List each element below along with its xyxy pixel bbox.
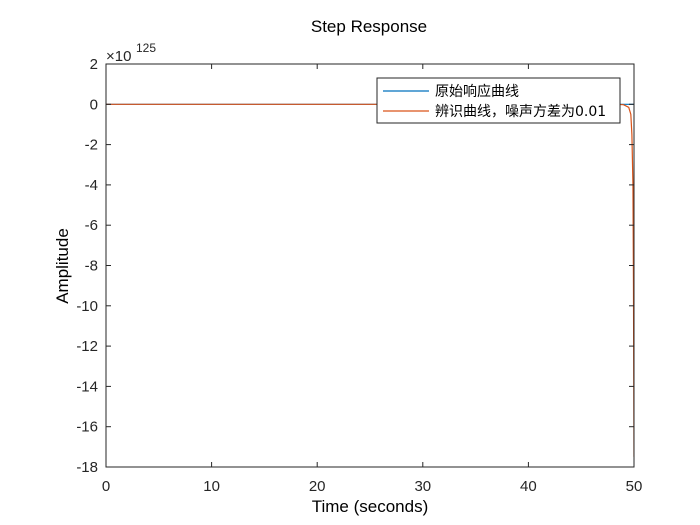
x-tick-label: 0: [102, 478, 110, 495]
x-tick-label: 50: [626, 478, 643, 495]
x-tick-label: 10: [203, 478, 220, 495]
chart-title: Step Response: [311, 17, 427, 36]
y-tick-label: -8: [85, 258, 98, 275]
y-tick-label: -12: [76, 338, 98, 355]
legend-label-1: 原始响应曲线: [435, 83, 519, 100]
x-axis-ticks: 0 10 20 30 40 50: [102, 64, 643, 495]
y-tick-label: -10: [76, 298, 98, 315]
legend-box: [376, 77, 621, 124]
y-axis-label: Amplitude: [53, 228, 72, 304]
x-axis-label: Time (seconds): [312, 497, 429, 516]
y-axis-ticks: 2 0 -2 -4 -6 -8 -10 -12 -14 -16 -18: [76, 56, 634, 476]
y-multiplier-base: ×10: [106, 48, 131, 65]
y-tick-label: 2: [90, 56, 98, 73]
y-tick-label: -2: [85, 137, 98, 154]
x-tick-label: 20: [309, 478, 326, 495]
legend-label-2: 辨识曲线，噪声方差为0.01: [435, 104, 606, 120]
x-tick-label: 30: [414, 478, 431, 495]
y-tick-label: -16: [76, 419, 98, 436]
x-tick-label: 40: [520, 478, 537, 495]
y-axis-multiplier: ×10 125: [106, 41, 156, 65]
y-tick-label: 0: [90, 96, 98, 113]
y-multiplier-exponent: 125: [136, 41, 156, 55]
y-tick-label: -14: [76, 378, 98, 395]
y-tick-label: -18: [76, 459, 98, 476]
y-tick-label: -6: [85, 217, 98, 234]
y-tick-label: -4: [85, 177, 98, 194]
